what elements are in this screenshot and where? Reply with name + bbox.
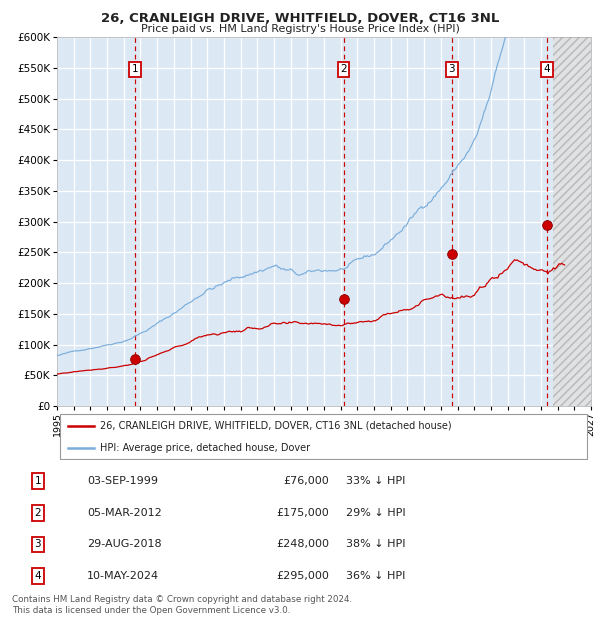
Text: 2: 2 <box>35 508 41 518</box>
Text: 1: 1 <box>131 64 138 74</box>
Text: 2: 2 <box>340 64 347 74</box>
Text: 3: 3 <box>35 539 41 549</box>
Text: 03-SEP-1999: 03-SEP-1999 <box>87 476 158 486</box>
Text: 05-MAR-2012: 05-MAR-2012 <box>87 508 161 518</box>
FancyBboxPatch shape <box>59 414 587 459</box>
Text: £175,000: £175,000 <box>276 508 329 518</box>
Text: 3: 3 <box>449 64 455 74</box>
Text: 38% ↓ HPI: 38% ↓ HPI <box>346 539 406 549</box>
Text: 33% ↓ HPI: 33% ↓ HPI <box>346 476 406 486</box>
Text: 26, CRANLEIGH DRIVE, WHITFIELD, DOVER, CT16 3NL (detached house): 26, CRANLEIGH DRIVE, WHITFIELD, DOVER, C… <box>100 420 451 431</box>
Text: Contains HM Land Registry data © Crown copyright and database right 2024.
This d: Contains HM Land Registry data © Crown c… <box>12 595 352 614</box>
Text: £295,000: £295,000 <box>276 571 329 581</box>
Text: 10-MAY-2024: 10-MAY-2024 <box>87 571 159 581</box>
Text: 1: 1 <box>35 476 41 486</box>
Text: Price paid vs. HM Land Registry's House Price Index (HPI): Price paid vs. HM Land Registry's House … <box>140 24 460 34</box>
Text: HPI: Average price, detached house, Dover: HPI: Average price, detached house, Dove… <box>100 443 310 453</box>
Bar <box>553 25 591 406</box>
Text: 29% ↓ HPI: 29% ↓ HPI <box>346 508 406 518</box>
Text: £248,000: £248,000 <box>276 539 329 549</box>
Text: £76,000: £76,000 <box>283 476 329 486</box>
Text: 4: 4 <box>35 571 41 581</box>
Text: 4: 4 <box>544 64 550 74</box>
Text: 29-AUG-2018: 29-AUG-2018 <box>87 539 161 549</box>
Text: 26, CRANLEIGH DRIVE, WHITFIELD, DOVER, CT16 3NL: 26, CRANLEIGH DRIVE, WHITFIELD, DOVER, C… <box>101 12 499 25</box>
Text: 36% ↓ HPI: 36% ↓ HPI <box>346 571 406 581</box>
